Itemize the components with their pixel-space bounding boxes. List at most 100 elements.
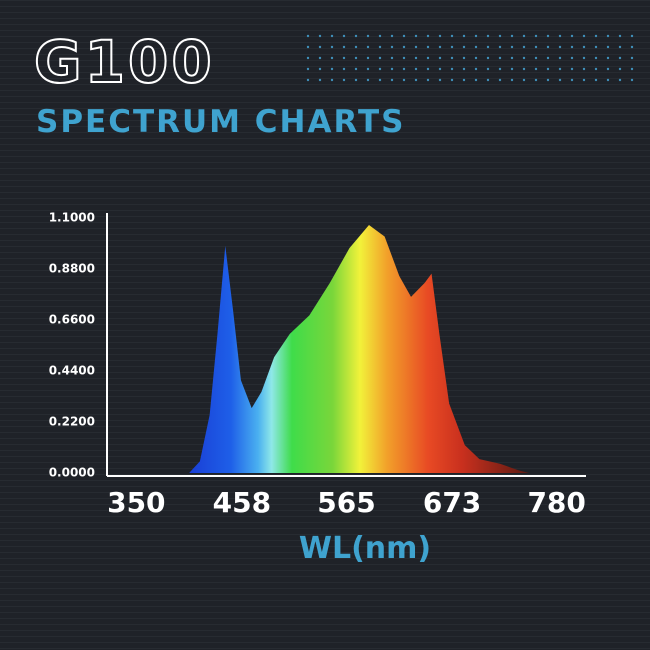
dot	[546, 45, 550, 49]
dot	[582, 45, 586, 49]
dot	[318, 56, 322, 60]
dot	[354, 67, 358, 71]
dot	[366, 34, 370, 38]
dot	[462, 45, 466, 49]
dot	[438, 45, 442, 49]
dot	[510, 56, 514, 60]
y-tick-label: 0.4400	[49, 364, 95, 378]
dot	[414, 56, 418, 60]
dot	[606, 34, 610, 38]
dot	[618, 78, 622, 82]
dot	[438, 56, 442, 60]
dot	[366, 78, 370, 82]
spectrum-area	[189, 224, 530, 473]
dot	[546, 67, 550, 71]
subtitle: SPECTRUM CHARTS	[36, 104, 405, 140]
dot	[534, 56, 538, 60]
dot	[606, 67, 610, 71]
dot	[306, 34, 310, 38]
dot	[594, 56, 598, 60]
dot	[342, 78, 346, 82]
dot	[594, 34, 598, 38]
dot	[570, 67, 574, 71]
dot	[378, 78, 382, 82]
dot	[450, 67, 454, 71]
dot	[474, 78, 478, 82]
dot	[390, 34, 394, 38]
dot	[522, 34, 526, 38]
dot	[630, 56, 634, 60]
dot	[510, 34, 514, 38]
dot	[330, 67, 334, 71]
dot	[354, 78, 358, 82]
y-tick-label: 0.8800	[49, 262, 95, 276]
dot	[462, 56, 466, 60]
dot	[630, 45, 634, 49]
dot	[306, 78, 310, 82]
dot	[630, 34, 634, 38]
dot	[402, 78, 406, 82]
dot	[474, 45, 478, 49]
dot	[342, 56, 346, 60]
dot	[402, 34, 406, 38]
dot	[522, 56, 526, 60]
dot	[414, 34, 418, 38]
dot	[558, 78, 562, 82]
dot	[354, 45, 358, 49]
dot	[306, 56, 310, 60]
dot	[618, 34, 622, 38]
dot	[306, 67, 310, 71]
dot	[486, 78, 490, 82]
dot	[558, 56, 562, 60]
dot	[534, 45, 538, 49]
dot	[330, 34, 334, 38]
dot	[510, 78, 514, 82]
dot	[606, 78, 610, 82]
dot	[378, 34, 382, 38]
x-tick-label: 673	[423, 486, 481, 519]
dot	[558, 34, 562, 38]
dot	[366, 56, 370, 60]
dot	[390, 78, 394, 82]
dot	[318, 67, 322, 71]
x-tick-label: 458	[213, 486, 271, 519]
dot	[414, 45, 418, 49]
dot	[486, 34, 490, 38]
dot	[378, 56, 382, 60]
dot	[546, 56, 550, 60]
dot	[438, 34, 442, 38]
dot	[582, 78, 586, 82]
dot	[558, 67, 562, 71]
dot	[570, 56, 574, 60]
dot	[378, 45, 382, 49]
dot	[534, 78, 538, 82]
dot	[462, 78, 466, 82]
dot	[438, 67, 442, 71]
dot	[486, 45, 490, 49]
dot	[342, 67, 346, 71]
dot	[570, 34, 574, 38]
dot	[330, 45, 334, 49]
dot	[450, 34, 454, 38]
dot	[450, 78, 454, 82]
x-tick-label: 780	[527, 486, 585, 519]
dot	[618, 67, 622, 71]
dot	[342, 45, 346, 49]
y-tick-label: 0.6600	[49, 313, 95, 327]
dot	[366, 67, 370, 71]
dot	[618, 56, 622, 60]
x-tick-label: 565	[317, 486, 375, 519]
dot	[594, 45, 598, 49]
y-tick-label: 0.0000	[49, 466, 95, 480]
y-tick-label: 0.2200	[49, 415, 95, 429]
dot	[414, 67, 418, 71]
dot	[462, 34, 466, 38]
dot	[450, 45, 454, 49]
dot	[366, 45, 370, 49]
x-tick-label: 350	[107, 486, 165, 519]
dot	[510, 45, 514, 49]
dot	[546, 34, 550, 38]
dot	[378, 67, 382, 71]
dot	[522, 78, 526, 82]
dot	[402, 67, 406, 71]
